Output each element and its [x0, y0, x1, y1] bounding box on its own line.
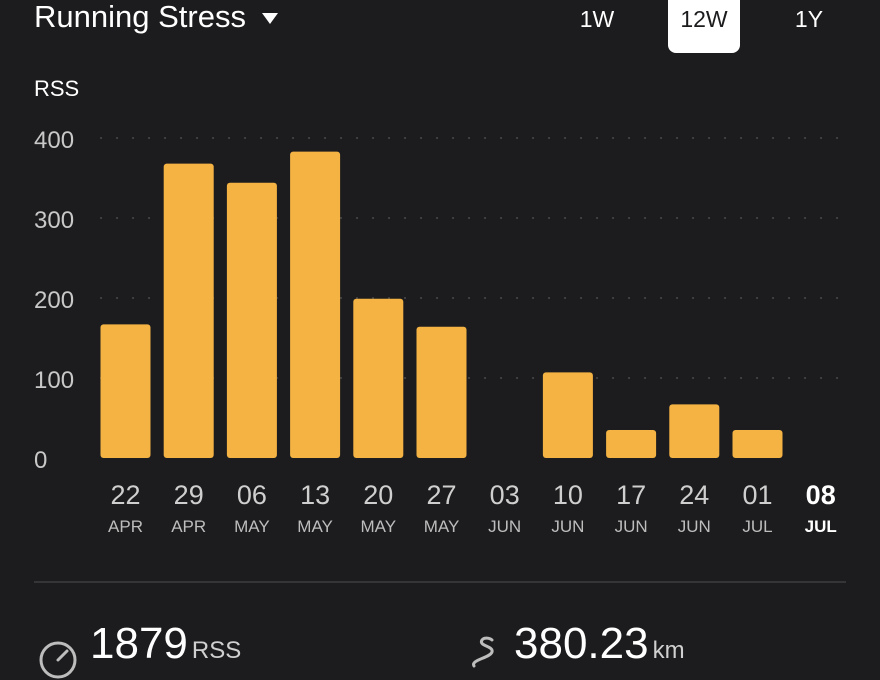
x-tick-month: JUL	[742, 517, 772, 536]
y-tick-label: 100	[34, 367, 74, 394]
x-tick-month: JUN	[678, 517, 711, 536]
x-tick-day: 03	[490, 480, 520, 510]
x-tick-month: MAY	[424, 517, 460, 536]
tab-12w[interactable]: 12W	[668, 0, 740, 53]
x-tick-month: JUN	[551, 517, 584, 536]
y-tick-label: 400	[34, 127, 74, 154]
x-tick-day: 06	[237, 480, 267, 510]
x-tick-day: 22	[110, 480, 140, 510]
bar[interactable]	[290, 151, 341, 458]
x-tick-month: JUN	[615, 517, 648, 536]
x-tick-month: JUL	[805, 517, 837, 536]
x-tick-day: 08	[806, 480, 836, 510]
gauge-icon	[39, 641, 77, 679]
bar[interactable]	[416, 326, 467, 458]
bar[interactable]	[226, 182, 277, 459]
route-icon	[472, 636, 494, 668]
divider	[34, 581, 846, 583]
y-tick-label: 0	[34, 447, 47, 474]
stress-unit: RSS	[191, 637, 242, 664]
x-tick-day: 17	[616, 480, 646, 510]
x-tick-day: 27	[426, 480, 456, 510]
stress-value: 1879	[90, 619, 188, 668]
distance-stat: 380.23 km	[514, 620, 685, 668]
x-tick-month: MAY	[297, 517, 333, 536]
bar[interactable]	[100, 324, 151, 458]
bar[interactable]	[163, 163, 214, 458]
period-tabs: 1W 12W 1Y	[0, 0, 880, 56]
page-title: Running Stress	[34, 0, 246, 34]
bar[interactable]	[669, 404, 720, 458]
x-tick-day: 13	[300, 480, 330, 510]
bar[interactable]	[732, 430, 783, 458]
x-tick-month: MAY	[234, 517, 270, 536]
distance-unit: km	[652, 637, 685, 664]
x-tick-day: 20	[363, 480, 393, 510]
x-tick-day: 01	[742, 480, 772, 510]
x-tick-month: APR	[108, 517, 143, 536]
x-tick-day: 24	[679, 480, 709, 510]
stress-bar-chart: 0 100 200 300 400 22 APR 29 APR 06 MAY 13 MAY 20 MAY 27…	[34, 127, 848, 536]
x-tick-month: JUN	[488, 517, 521, 536]
tab-1w[interactable]: 1W	[579, 6, 615, 32]
x-tick-month: MAY	[361, 517, 397, 536]
x-tick-day: 29	[174, 480, 204, 510]
x-tick-month: APR	[171, 517, 206, 536]
y-axis-label: RSS	[34, 76, 80, 101]
bar[interactable]	[606, 430, 657, 458]
tab-1y[interactable]: 1Y	[794, 6, 824, 32]
stats-row: 1879 RSS 380.23 km	[0, 620, 880, 679]
stress-stat: 1879 RSS	[90, 620, 241, 668]
bar[interactable]	[542, 372, 593, 458]
distance-value: 380.23	[514, 619, 649, 668]
bar[interactable]	[353, 298, 404, 458]
chevron-down-icon[interactable]	[261, 12, 278, 24]
x-tick-day: 10	[553, 480, 583, 510]
header: Running Stress	[34, 0, 278, 34]
y-tick-label: 200	[34, 287, 74, 314]
y-tick-label: 300	[34, 207, 74, 234]
